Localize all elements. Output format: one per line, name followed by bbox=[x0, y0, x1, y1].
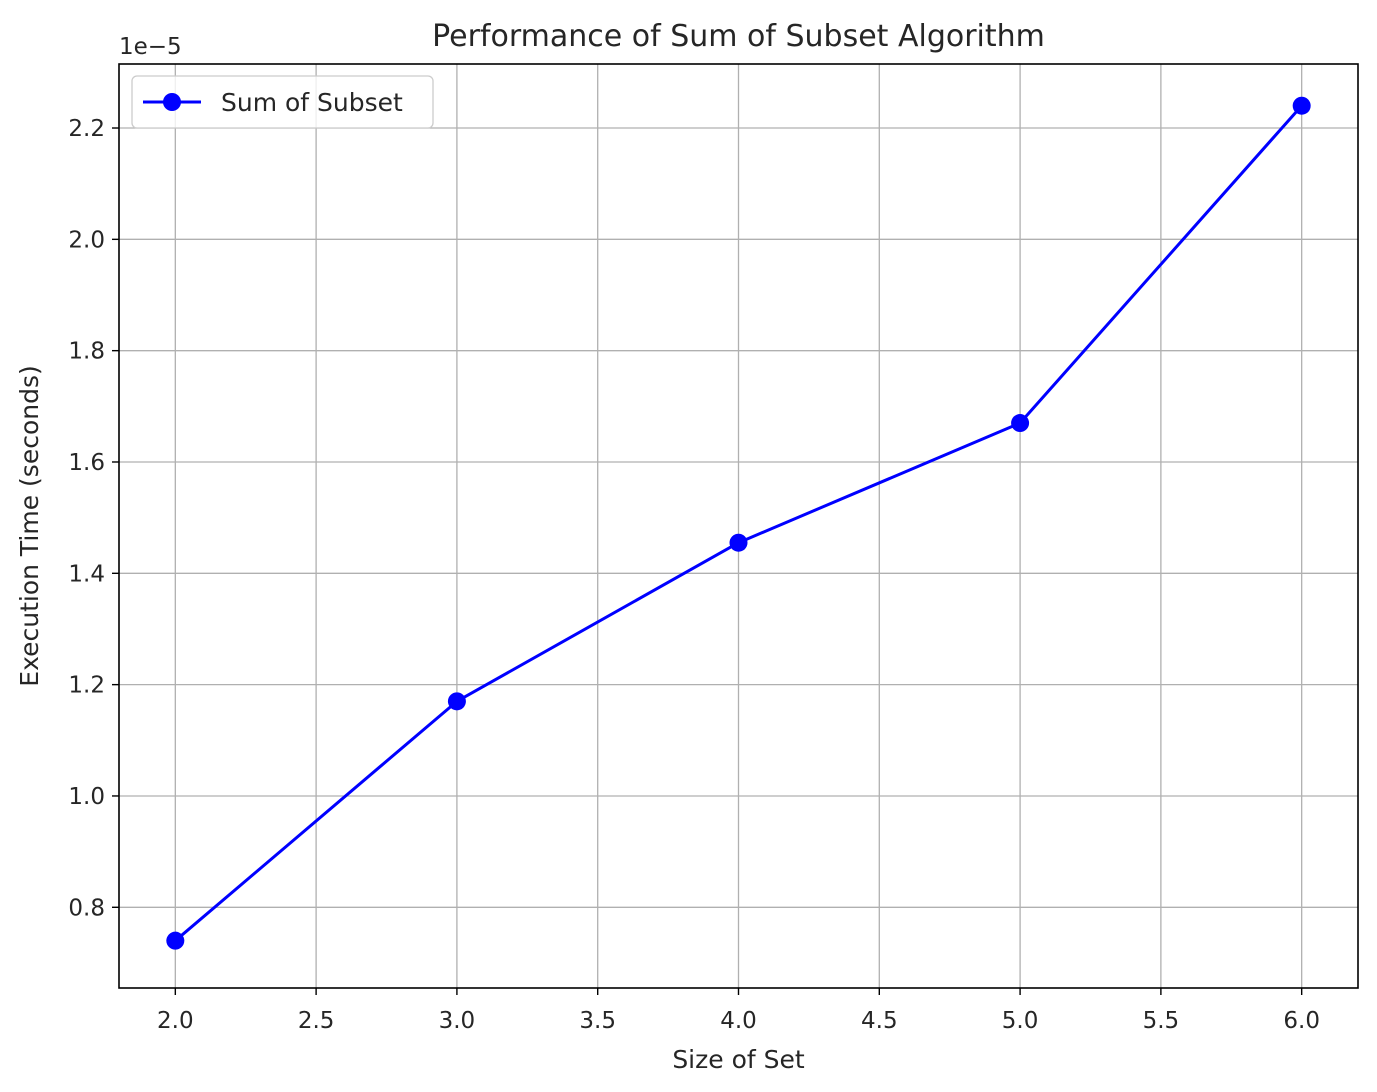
data-point-marker bbox=[447, 692, 466, 711]
ticks-layer: 2.0 2.5 3.0 3.5 4.0 4.5 5.0 5.5 6.0 0.8 1.0 1.2 1.4 1… bbox=[68, 116, 1320, 1034]
legend-marker-swatch bbox=[163, 93, 181, 111]
legend-box bbox=[131, 75, 434, 129]
x-tick-label: 2.5 bbox=[298, 1008, 335, 1034]
x-tick-label: 5.0 bbox=[1002, 1008, 1039, 1034]
y-tick-label: 1.2 bbox=[68, 673, 105, 699]
y-tick-label: 2.0 bbox=[68, 227, 105, 253]
y-tick-label: 1.0 bbox=[68, 784, 105, 810]
y-tick-label: 1.6 bbox=[68, 450, 105, 476]
y-axis-offset-label: 1e−5 bbox=[119, 34, 182, 60]
x-tick-label: 2.0 bbox=[157, 1008, 194, 1034]
data-point-marker bbox=[1011, 414, 1030, 433]
y-tick-label: 1.8 bbox=[68, 339, 105, 365]
series-layer bbox=[166, 96, 1311, 950]
legend: Sum of Subset bbox=[131, 75, 434, 129]
x-tick-label: 3.5 bbox=[579, 1008, 616, 1034]
x-axis-title: Size of Set bbox=[672, 1045, 805, 1074]
x-tick-label: 3.0 bbox=[439, 1008, 476, 1034]
x-tick-label: 5.5 bbox=[1143, 1008, 1180, 1034]
grid-layer bbox=[119, 64, 1358, 988]
y-tick-label: 0.8 bbox=[68, 895, 105, 921]
x-tick-label: 6.0 bbox=[1283, 1008, 1320, 1034]
y-axis-title: Execution Time (seconds) bbox=[15, 365, 44, 686]
data-point-marker bbox=[166, 931, 185, 950]
legend-label: Sum of Subset bbox=[221, 88, 403, 117]
y-tick-label: 2.2 bbox=[68, 116, 105, 142]
data-point-marker bbox=[1292, 96, 1311, 115]
x-tick-label: 4.0 bbox=[720, 1008, 757, 1034]
y-tick-label: 1.4 bbox=[68, 561, 105, 587]
data-point-marker bbox=[729, 533, 748, 552]
x-tick-label: 4.5 bbox=[861, 1008, 898, 1034]
chart-title: Performance of Sum of Subset Algorithm bbox=[432, 19, 1045, 54]
